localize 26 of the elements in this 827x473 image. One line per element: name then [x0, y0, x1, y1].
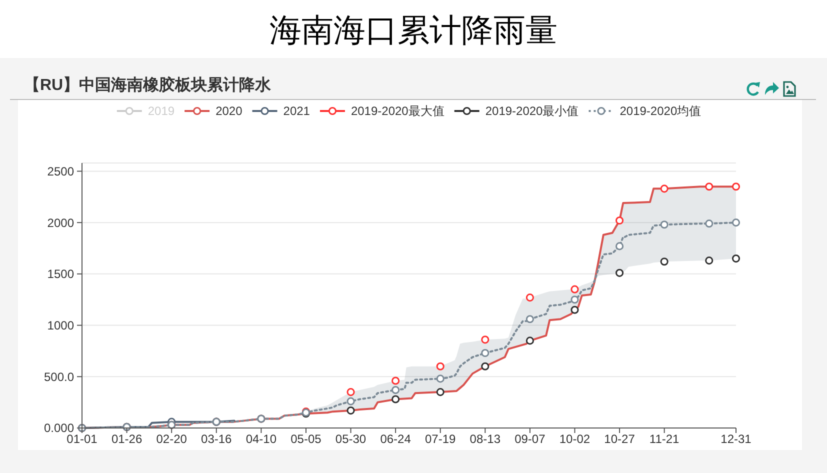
x-tick-label: 07-19: [425, 432, 456, 446]
x-tick-label: 10-02: [559, 432, 590, 446]
x-tick-label: 04-10: [246, 432, 277, 446]
x-tick-label: 05-30: [335, 432, 366, 446]
x-tick-label: 12-31: [720, 432, 752, 446]
x-tick-label: 11-21: [649, 432, 680, 446]
x-tick-label: 05-05: [290, 432, 322, 446]
legend-label: 2019-2020最大值: [350, 104, 444, 118]
legend-label: 2020: [216, 104, 243, 118]
y-tick-label: 2000: [47, 216, 74, 230]
x-tick-label: 01-26: [111, 432, 142, 446]
chart-subtitle: 【RU】中国海南橡胶板块累计降水: [24, 76, 272, 94]
x-tick-label: 10-27: [604, 432, 636, 446]
x-tick-label: 09-07: [514, 432, 546, 446]
y-tick-label: 2500: [47, 164, 74, 178]
chart-title: 海南海口累计降雨量: [270, 12, 558, 48]
x-tick-label: 02-20: [156, 432, 188, 446]
legend-label: 2019-2020均值: [620, 104, 702, 118]
y-tick-label: 1500: [47, 267, 74, 282]
legend-label: 2019-2020最小值: [485, 104, 579, 118]
legend-label: 2021: [283, 104, 310, 118]
y-tick-label: 1000: [47, 318, 74, 332]
x-tick-label: 08-13: [470, 432, 501, 446]
y-tick-label: 500.0: [44, 370, 74, 384]
x-tick-label: 03-16: [201, 432, 232, 446]
x-tick-label: 06-24: [380, 432, 412, 446]
